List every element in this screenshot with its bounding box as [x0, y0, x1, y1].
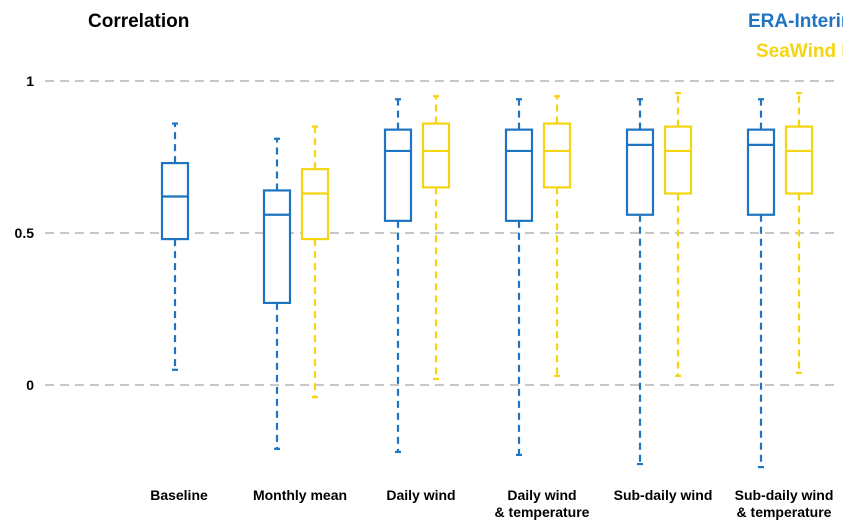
iqr-box [160, 161, 190, 241]
x-axis-categories: Baseline Monthly mean Daily wind Daily wind… [150, 487, 833, 520]
y-axis-ticks: 10.50 [15, 73, 35, 393]
chart-title: Correlation [88, 11, 189, 32]
box-era-interim [504, 98, 534, 457]
iqr-box [300, 168, 330, 241]
iqr-box [625, 128, 655, 216]
x-category-label: Monthly mean [253, 487, 347, 503]
box-era-interim [262, 137, 292, 450]
box-seawind-ii [300, 125, 330, 399]
box-era-interim [383, 98, 413, 453]
iqr-box [746, 128, 776, 216]
y-tick-label: 1 [26, 73, 34, 89]
x-category-label: Sub-daily wind & temperature [735, 487, 834, 520]
iqr-box [383, 128, 413, 222]
x-category-label: Sub-daily wind [614, 487, 713, 503]
legend: ERA-Interim SeaWind II [748, 11, 843, 62]
iqr-box [663, 125, 693, 195]
x-category-label: Daily wind & temperature [495, 487, 590, 520]
box-seawind-ii [784, 92, 814, 374]
iqr-box [262, 189, 292, 305]
y-tick-label: 0.5 [15, 225, 35, 241]
x-category-label: Baseline [150, 487, 208, 503]
box-seawind-ii [663, 92, 693, 377]
x-category-label: Daily wind [386, 487, 455, 503]
box-seawind-ii [542, 95, 572, 377]
legend-entry: SeaWind II [756, 41, 843, 62]
iqr-box [504, 128, 534, 222]
grid-lines [45, 80, 838, 386]
iqr-box [421, 122, 451, 189]
y-tick-label: 0 [26, 377, 34, 393]
iqr-box [542, 122, 572, 189]
box-groups [160, 92, 814, 469]
box-era-interim [625, 98, 655, 466]
iqr-box [784, 125, 814, 195]
legend-entry: ERA-Interim [748, 11, 843, 32]
box-era-interim [160, 122, 190, 371]
box-era-interim [746, 98, 776, 469]
box-seawind-ii [421, 95, 451, 381]
